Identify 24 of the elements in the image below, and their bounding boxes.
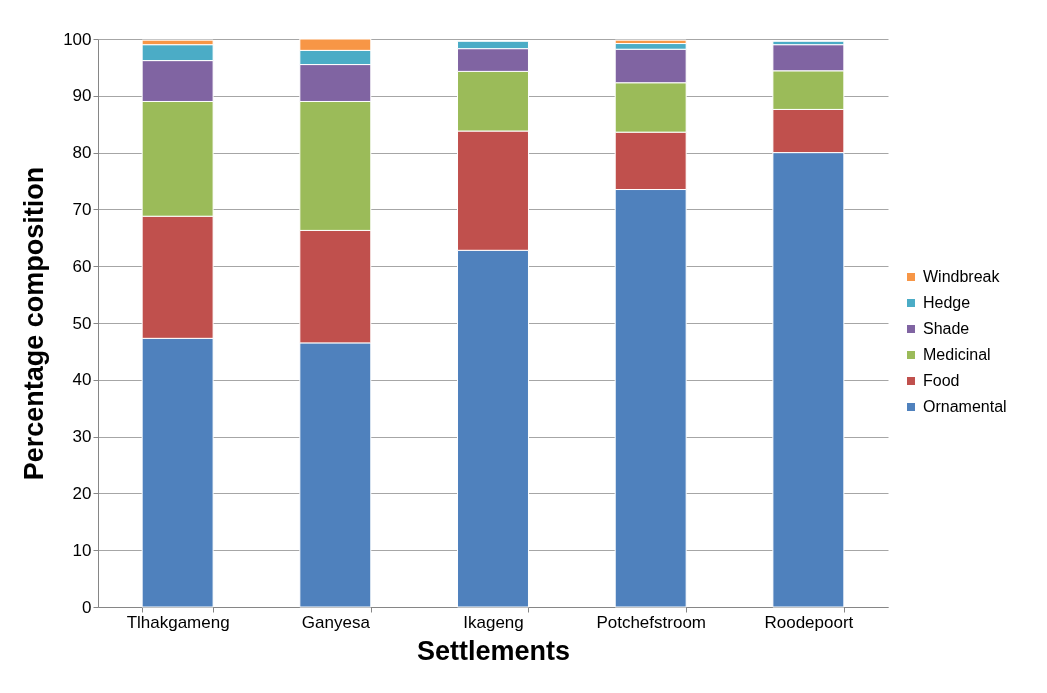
x-tick-label: Ganyesa [301, 612, 371, 632]
y-tick-label: 90 [72, 86, 92, 106]
y-tick-label: 50 [72, 313, 92, 333]
y-axis-title: Percentage composition [19, 166, 50, 481]
x-tick-label: Ikageng [463, 612, 524, 632]
y-tick-label: 0 [82, 597, 92, 617]
y-tick-label: 10 [72, 540, 92, 560]
x-tick-label: Potchefstroom [596, 612, 706, 632]
y-tick-label: 30 [72, 427, 92, 447]
y-tick-label: 70 [72, 199, 92, 219]
x-axis-title: Settlements [416, 635, 571, 666]
legend-label: Shade [923, 320, 970, 337]
y-tick-label: 80 [72, 143, 92, 163]
legend-label: Ornamental [923, 398, 1007, 415]
x-tick-label: Roodepoort [764, 612, 854, 632]
y-tick-label: 20 [72, 483, 92, 503]
legend-label: Medicinal [923, 346, 991, 363]
y-tick-label: 40 [72, 370, 92, 390]
legend-label: Windbreak [923, 268, 1001, 285]
legend-label: Food [923, 372, 960, 389]
y-tick-label: 100 [63, 29, 92, 49]
x-tick-label: Tlhakgameng [126, 612, 230, 632]
legend-label: Hedge [923, 294, 971, 311]
y-tick-label: 60 [72, 256, 92, 276]
